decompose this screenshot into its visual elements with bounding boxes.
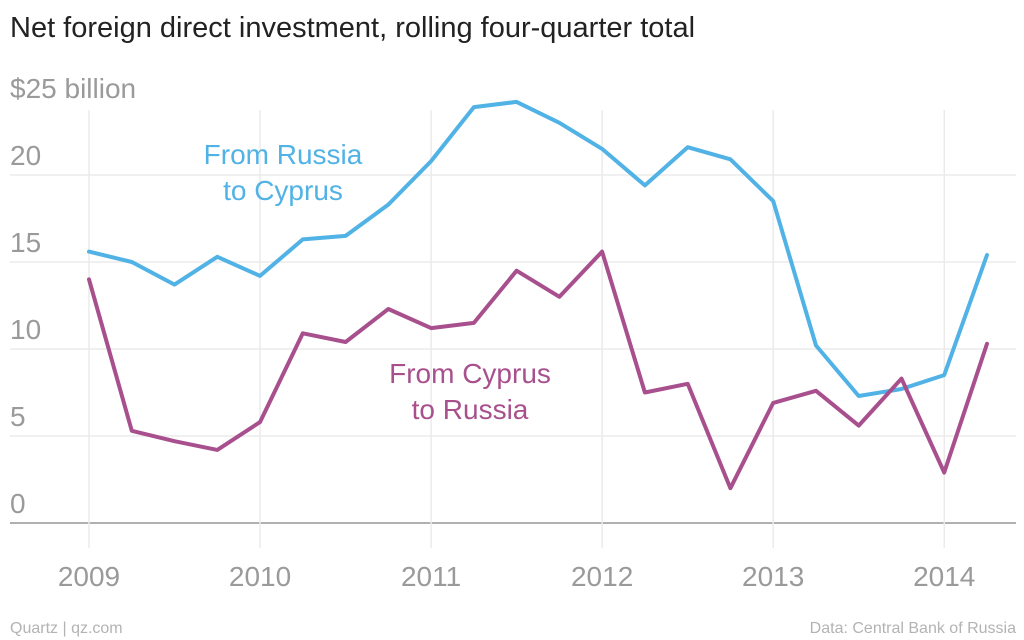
y-tick-label: 15 [10, 227, 41, 258]
footer-credit: Quartz | qz.com [10, 620, 123, 637]
gridlines [10, 110, 1016, 548]
x-tick-label: 2010 [229, 561, 291, 592]
y-tick-label: 0 [10, 488, 26, 519]
series-line-1 [87, 99, 989, 398]
footer-source: Data: Central Bank of Russia [809, 620, 1016, 637]
x-tick-label: 2014 [913, 561, 975, 592]
x-tick-label: 2013 [742, 561, 804, 592]
axes: 0 5 10 15 20 $25 billion 2009 2010 2011 2012 2013 2… [10, 73, 975, 592]
x-tick-label: 2009 [58, 561, 120, 592]
x-tick-label: 2011 [401, 561, 461, 592]
series-labels: From Russia to Cyprus From Cyprus to Russia [204, 139, 551, 425]
y-tick-label: 20 [10, 140, 41, 171]
series-label-2: From Cyprus to Russia [389, 358, 551, 425]
y-unit-label: $25 billion [10, 73, 136, 104]
chart-title: Net foreign direct investment, rolling f… [10, 12, 696, 44]
series-lines [87, 99, 989, 491]
y-tick-label: 5 [10, 401, 26, 432]
x-tick-label: 2012 [571, 561, 633, 592]
y-tick-label: 10 [10, 314, 41, 345]
series-line-2 [87, 249, 989, 491]
series-label-1: From Russia to Cyprus [204, 139, 363, 206]
